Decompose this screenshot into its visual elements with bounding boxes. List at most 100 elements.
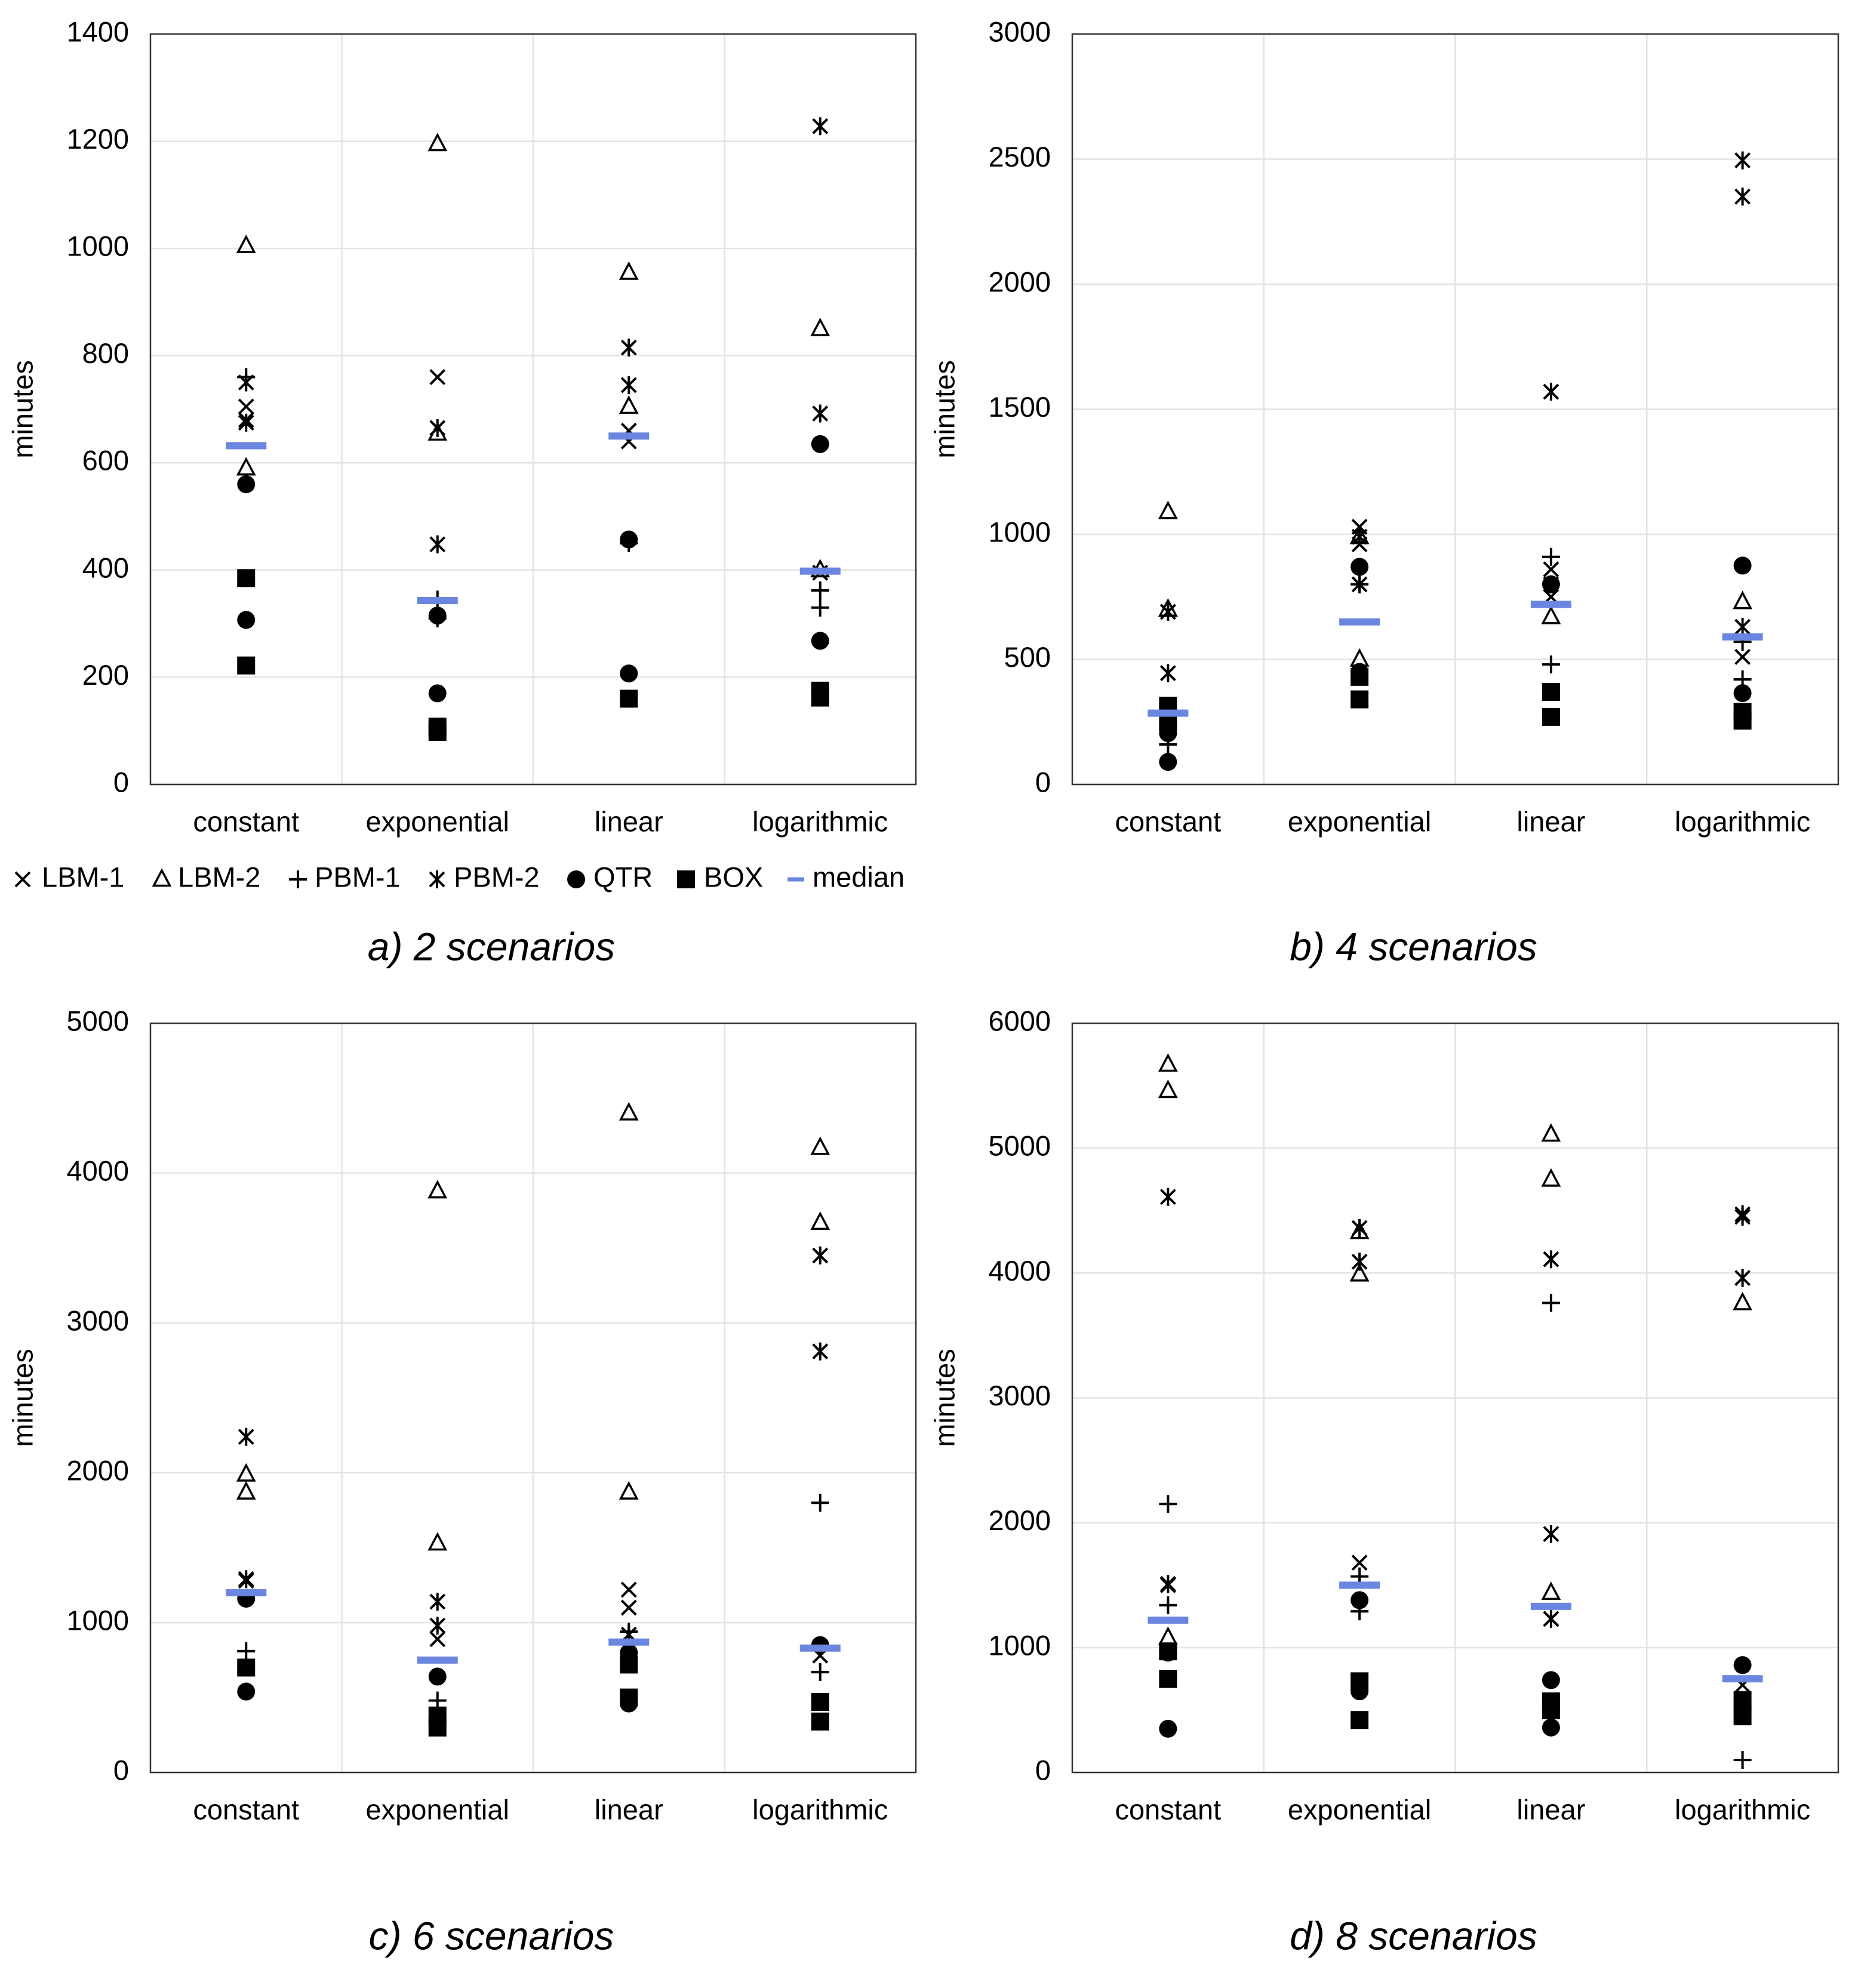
x-tick-label: linear	[1516, 1793, 1585, 1825]
marker-star	[1351, 1219, 1368, 1238]
marker-x	[429, 369, 446, 386]
marker-median	[799, 1644, 841, 1652]
y-tick-label: 1000	[66, 230, 129, 262]
marker-plus	[811, 1494, 829, 1512]
marker-star	[429, 418, 446, 437]
marker-circle	[237, 1682, 256, 1701]
marker-median	[226, 442, 267, 450]
marker-square	[1542, 682, 1560, 701]
marker-plus	[428, 1691, 447, 1710]
marker-triangle	[619, 1101, 639, 1121]
marker-star	[812, 1247, 829, 1265]
marker-median	[417, 1656, 458, 1664]
legend-triangle	[152, 868, 172, 887]
marker-plus	[1733, 1751, 1752, 1769]
plot-frame	[1071, 33, 1839, 786]
x-tick-label: logarithmic	[1675, 1793, 1810, 1825]
marker-plus	[1159, 1596, 1177, 1614]
marker-star	[1543, 1250, 1559, 1269]
marker-triangle	[810, 1211, 830, 1230]
marker-star	[1543, 1525, 1559, 1543]
y-tick-label: 1500	[988, 391, 1051, 423]
marker-triangle	[427, 1532, 448, 1551]
legend-circle	[567, 870, 585, 888]
marker-circle	[811, 435, 829, 453]
marker-circle	[1159, 1719, 1177, 1738]
marker-circle	[1542, 575, 1560, 593]
marker-circle	[1351, 1591, 1369, 1610]
marker-star	[1351, 575, 1368, 593]
marker-square	[1159, 1642, 1177, 1661]
marker-x	[620, 1599, 637, 1616]
x-tick-label: exponential	[366, 805, 509, 837]
marker-x	[1351, 1555, 1368, 1571]
marker-x	[620, 1581, 637, 1598]
x-tick-label: constant	[193, 1793, 299, 1825]
x-tick-label: constant	[193, 805, 299, 837]
marker-circle	[620, 664, 638, 683]
caption: b) 4 scenarios	[1290, 924, 1537, 968]
marker-x	[429, 1631, 446, 1648]
marker-median	[1339, 1581, 1380, 1589]
marker-circle	[428, 1667, 447, 1686]
marker-square	[237, 569, 256, 587]
marker-x	[238, 398, 254, 415]
x-tick-label: linear	[595, 805, 663, 837]
x-tick-label: logarithmic	[1675, 805, 1810, 837]
marker-star	[620, 376, 637, 395]
marker-star	[238, 413, 254, 432]
legend-label: LBM-1	[42, 861, 124, 893]
marker-triangle	[236, 1481, 256, 1500]
marker-square	[811, 1712, 829, 1731]
y-tick-label: 600	[82, 445, 129, 476]
legend-label: QTR	[593, 861, 653, 893]
marker-star	[1734, 618, 1751, 636]
marker-star	[1351, 1252, 1368, 1271]
marker-star	[1159, 1187, 1176, 1206]
marker-triangle	[1158, 1626, 1178, 1645]
marker-median	[608, 1638, 650, 1646]
marker-triangle	[1158, 1079, 1178, 1098]
y-tick-label: 2500	[988, 141, 1051, 173]
marker-triangle	[1541, 1168, 1561, 1187]
y-tick-label: 1200	[66, 123, 129, 155]
marker-square	[1351, 690, 1369, 709]
marker-star	[1543, 1610, 1559, 1628]
marker-circle	[428, 684, 447, 703]
marker-triangle	[1541, 605, 1561, 624]
y-tick-label: 0	[1035, 1754, 1051, 1786]
marker-median	[1148, 709, 1189, 717]
marker-median	[226, 1589, 267, 1596]
marker-star	[429, 1617, 446, 1635]
marker-median	[799, 567, 841, 575]
legend-square	[677, 870, 695, 888]
marker-star	[1159, 1575, 1176, 1593]
y-tick-label: 1000	[66, 1604, 129, 1636]
marker-circle	[1733, 1656, 1752, 1675]
y-axis-label: minutes	[928, 360, 960, 458]
y-tick-label: 500	[1004, 641, 1051, 673]
marker-circle	[428, 607, 447, 625]
marker-square	[1542, 1701, 1560, 1719]
y-tick-label: 3000	[988, 1380, 1051, 1411]
marker-square	[1159, 1670, 1177, 1688]
marker-circle	[1542, 1718, 1560, 1737]
marker-circle	[811, 632, 829, 650]
marker-star	[238, 373, 254, 392]
x-tick-label: logarithmic	[752, 805, 888, 837]
marker-median	[1722, 1675, 1763, 1683]
marker-square	[1733, 1691, 1752, 1709]
marker-star	[1734, 1208, 1751, 1226]
marker-plus	[811, 581, 829, 599]
y-tick-label: 4000	[66, 1155, 129, 1186]
marker-circle	[237, 611, 256, 629]
marker-triangle	[619, 1481, 639, 1500]
marker-square	[1351, 667, 1369, 686]
x-tick-label: exponential	[366, 1793, 509, 1825]
caption: c) 6 scenarios	[369, 1913, 614, 1958]
y-tick-label: 2000	[988, 266, 1051, 297]
marker-square	[237, 656, 256, 675]
caption: d) 8 scenarios	[1290, 1913, 1537, 1958]
marker-square	[1351, 1711, 1369, 1730]
